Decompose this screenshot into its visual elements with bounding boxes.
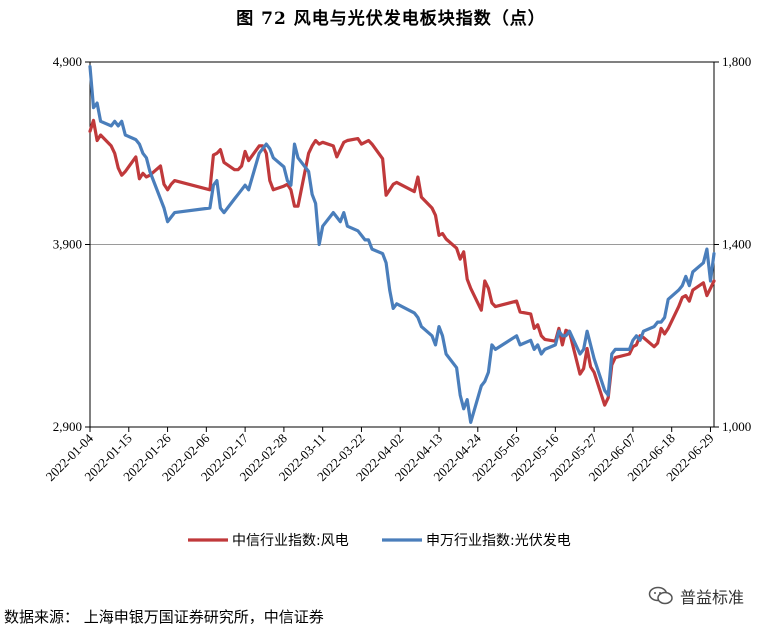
watermark-text: 普益标准	[680, 588, 745, 607]
left-tick-label: 4,900	[53, 54, 82, 69]
data-source: 数据来源： 上海申银万国证券研究所，中信证券	[4, 608, 324, 626]
legend-label-solar: 申万行业指数:光伏发电	[426, 533, 571, 549]
right-tick-label: 1,800	[722, 54, 751, 69]
legend: 中信行业指数:风电 申万行业指数:光伏发电	[188, 533, 571, 549]
left-axis: 2,900 3,900 4,900	[53, 54, 90, 434]
right-tick-label: 1,000	[722, 419, 751, 434]
series-layer	[88, 64, 716, 424]
chart-title: 图 72 风电与光伏发电板块指数（点）	[236, 9, 546, 29]
left-tick-label: 2,900	[53, 419, 82, 434]
wechat-icon	[648, 586, 673, 605]
series-line-wind	[88, 118, 716, 407]
legend-label-wind: 中信行业指数:风电	[232, 533, 349, 549]
watermark: 普益标准	[648, 584, 744, 608]
right-tick-label: 1,400	[722, 237, 751, 252]
left-tick-label: 3,900	[53, 237, 82, 252]
series-line-solar	[88, 64, 716, 424]
x-axis: 2022-01-042022-01-152022-01-262022-02-06…	[43, 427, 717, 484]
right-axis: 1,000 1,400 1,800	[714, 54, 751, 434]
